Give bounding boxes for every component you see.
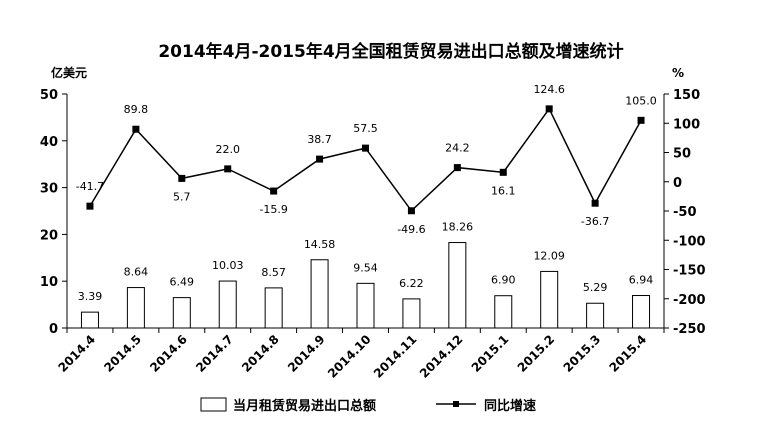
legend-bar-label: 当月租赁贸易进出口总额 (233, 398, 376, 414)
left-axis-tick-label: 40 (40, 135, 58, 150)
left-axis-tick-label: 20 (40, 228, 58, 243)
left-axis-tick-label: 30 (40, 182, 58, 197)
growth-point-marker (407, 207, 415, 215)
bar-value-label: 6.94 (629, 274, 654, 287)
bar-value-label: 12.09 (533, 249, 565, 262)
right-axis-unit: % (672, 66, 684, 80)
bar-value-label: 9.54 (353, 261, 378, 274)
growth-point-marker (224, 165, 232, 173)
growth-point-marker (270, 187, 278, 195)
growth-value-label: 24.2 (445, 142, 470, 155)
right-axis-tick-label: 0 (673, 176, 682, 191)
bar-trade-total (586, 302, 605, 329)
growth-point-marker (545, 105, 553, 113)
bar-value-label: 3.39 (78, 290, 103, 303)
growth-value-label: 89.8 (124, 103, 149, 116)
growth-value-label: -36.7 (581, 215, 609, 228)
right-axis-tick-label: 150 (673, 88, 700, 103)
right-axis-tick-label: -50 (673, 205, 697, 220)
x-axis-category-label: 2014.8 (239, 332, 282, 375)
growth-point-marker (637, 116, 645, 124)
bar-trade-total (126, 287, 145, 329)
x-axis-category-label: 2014.11 (371, 332, 420, 381)
growth-point-marker (316, 155, 324, 163)
bar-trade-total (632, 295, 651, 329)
right-axis-tick-label: -250 (673, 322, 706, 337)
right-axis-tick-label: -150 (673, 264, 706, 279)
growth-point-marker (178, 174, 186, 182)
x-axis-category-label: 2014.6 (147, 332, 190, 375)
legend: 当月租赁贸易进出口总额 同比增速 (200, 397, 536, 414)
growth-value-label: 5.7 (173, 190, 191, 203)
bar-trade-total (218, 280, 237, 329)
growth-point-marker (499, 168, 507, 176)
bar-value-label: 6.49 (170, 276, 195, 289)
bar-value-label: 6.90 (491, 274, 516, 287)
growth-value-label: 124.6 (533, 83, 565, 96)
right-axis-tick-label: -100 (673, 234, 706, 249)
bar-trade-total (310, 259, 329, 329)
legend-line-label: 同比增速 (484, 398, 536, 414)
bar-trade-total (448, 242, 467, 329)
bar-value-label: 10.03 (212, 259, 244, 272)
x-axis-category-label: 2014.7 (193, 332, 236, 375)
right-axis-tick-label: 100 (673, 117, 700, 132)
x-axis-category-label: 2014.5 (101, 332, 144, 375)
bar-value-label: 5.29 (583, 281, 608, 294)
bar-trade-total (494, 295, 513, 329)
growth-point-marker (132, 125, 140, 133)
growth-point-marker (86, 202, 94, 210)
x-axis-category-label: 2014.12 (417, 332, 466, 381)
growth-point-marker (453, 164, 461, 172)
left-axis-unit: 亿美元 (51, 65, 87, 80)
bar-trade-total (264, 287, 283, 329)
growth-value-label: 105.0 (625, 94, 657, 107)
legend-bar-swatch (200, 397, 227, 412)
bar-trade-total (402, 298, 421, 329)
growth-point-marker (362, 144, 369, 152)
left-axis-tick-label: 0 (49, 322, 58, 337)
x-axis-category-label: 2015.2 (515, 332, 558, 375)
x-axis-category-label: 2015.4 (607, 332, 650, 375)
bar-trade-total (80, 311, 99, 329)
right-axis-tick-label: 50 (673, 147, 691, 162)
growth-value-label: -15.9 (259, 203, 287, 216)
growth-value-label: 16.1 (491, 184, 516, 197)
growth-value-label: 57.5 (353, 122, 378, 135)
growth-point-marker (591, 199, 599, 207)
x-axis-category-label: 2014.9 (285, 332, 328, 375)
bar-trade-total (172, 297, 191, 329)
bar-value-label: 6.22 (399, 277, 424, 290)
bar-value-label: 8.64 (124, 266, 149, 279)
x-axis-category-label: 2014.4 (55, 332, 98, 375)
left-axis-tick-label: 50 (40, 88, 58, 103)
growth-value-label: 22.0 (215, 143, 240, 156)
legend-line-marker (453, 401, 459, 407)
x-axis-category-label: 2014.10 (325, 332, 374, 381)
growth-value-label: 38.7 (307, 133, 332, 146)
left-axis-tick-label: 10 (40, 275, 58, 290)
chart-title: 2014年4月-2015年4月全国租赁贸易进出口总额及增速统计 (158, 41, 623, 62)
x-axis-category-label: 2015.1 (469, 332, 512, 375)
growth-value-label: -49.6 (397, 223, 425, 236)
bar-value-label: 18.26 (442, 221, 474, 234)
bar-trade-total (356, 282, 375, 329)
growth-value-label: -41.7 (76, 180, 104, 193)
x-axis-category-label: 2015.3 (561, 332, 604, 375)
bar-value-label: 14.58 (304, 238, 336, 251)
bar-value-label: 8.57 (261, 266, 286, 279)
right-axis-tick-label: -200 (673, 293, 706, 308)
bar-trade-total (540, 270, 559, 329)
